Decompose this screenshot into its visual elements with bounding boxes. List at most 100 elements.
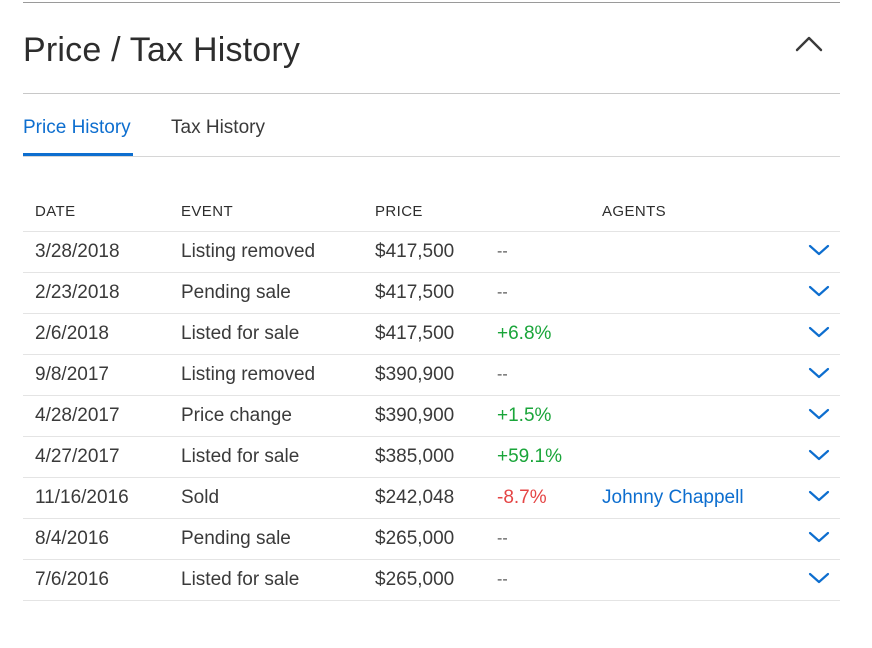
row-expand-button[interactable]	[808, 405, 830, 427]
row-date: 2/23/2018	[23, 272, 169, 314]
row-expand	[790, 477, 840, 519]
row-agents: Johnny Chappell	[590, 477, 790, 519]
header-change	[485, 192, 590, 232]
row-expand	[790, 354, 840, 396]
row-date: 8/4/2016	[23, 518, 169, 560]
table-body: 3/28/2018 Listing removed $417,500 -- 2/23/2…	[23, 231, 840, 601]
chevron-down-icon	[808, 285, 830, 297]
row-price-change: +6.8%	[485, 313, 590, 355]
row-date: 4/28/2017	[23, 395, 169, 437]
row-price: $417,500	[363, 313, 485, 355]
agent-link[interactable]: Johnny Chappell	[602, 487, 744, 508]
table-header-row: DATE EVENT PRICE AGENTS	[23, 192, 840, 232]
chevron-down-icon	[808, 572, 830, 584]
row-agents	[590, 395, 790, 437]
header-date: DATE	[23, 192, 169, 232]
row-expand-button[interactable]	[808, 569, 830, 591]
row-price: $385,000	[363, 436, 485, 478]
active-tab-indicator	[23, 153, 133, 156]
row-event: Pending sale	[169, 518, 363, 560]
row-price: $265,000	[363, 559, 485, 601]
top-divider	[23, 2, 840, 3]
chevron-down-icon	[808, 449, 830, 461]
row-expand	[790, 436, 840, 478]
row-expand-button[interactable]	[808, 528, 830, 550]
table-row[interactable]: 7/6/2016 Listed for sale $265,000 --	[23, 559, 840, 601]
row-price: $390,900	[363, 354, 485, 396]
table-row[interactable]: 11/16/2016 Sold $242,048 -8.7% Johnny Chappe…	[23, 477, 840, 519]
table-row[interactable]: 9/8/2017 Listing removed $390,900 --	[23, 354, 840, 396]
row-expand-button[interactable]	[808, 323, 830, 345]
row-expand-button[interactable]	[808, 364, 830, 386]
row-price: $242,048	[363, 477, 485, 519]
row-date: 2/6/2018	[23, 313, 169, 355]
chevron-down-icon	[808, 531, 830, 543]
row-event: Price change	[169, 395, 363, 437]
row-price: $417,500	[363, 272, 485, 314]
table-row[interactable]: 2/23/2018 Pending sale $417,500 --	[23, 272, 840, 314]
header-agents: AGENTS	[590, 192, 790, 232]
chevron-down-icon	[808, 490, 830, 502]
table-row[interactable]: 3/28/2018 Listing removed $417,500 --	[23, 231, 840, 273]
chevron-down-icon	[808, 326, 830, 338]
history-tabs: Price History Tax History	[23, 110, 840, 157]
table-row[interactable]: 2/6/2018 Listed for sale $417,500 +6.8%	[23, 313, 840, 355]
row-date: 11/16/2016	[23, 477, 169, 519]
chevron-down-icon	[808, 244, 830, 256]
table-row[interactable]: 4/28/2017 Price change $390,900 +1.5%	[23, 395, 840, 437]
row-event: Listed for sale	[169, 559, 363, 601]
tab-price-history[interactable]: Price History	[23, 117, 131, 138]
row-expand	[790, 395, 840, 437]
row-price-change: --	[485, 518, 590, 560]
row-agents	[590, 231, 790, 273]
row-event: Sold	[169, 477, 363, 519]
row-price: $390,900	[363, 395, 485, 437]
title-divider	[23, 93, 840, 94]
row-date: 9/8/2017	[23, 354, 169, 396]
chevron-down-icon	[808, 367, 830, 379]
row-event: Listing removed	[169, 231, 363, 273]
row-agents	[590, 272, 790, 314]
header-price: PRICE	[363, 192, 485, 232]
row-price-change: --	[485, 272, 590, 314]
row-price-change: --	[485, 231, 590, 273]
table-row[interactable]: 8/4/2016 Pending sale $265,000 --	[23, 518, 840, 560]
row-price: $417,500	[363, 231, 485, 273]
row-price: $265,000	[363, 518, 485, 560]
row-price-change: +1.5%	[485, 395, 590, 437]
row-date: 3/28/2018	[23, 231, 169, 273]
tabs-divider	[23, 156, 840, 157]
row-expand	[790, 559, 840, 601]
header-event: EVENT	[169, 192, 363, 232]
row-event: Listed for sale	[169, 313, 363, 355]
row-expand-button[interactable]	[808, 282, 830, 304]
row-agents	[590, 518, 790, 560]
row-event: Listed for sale	[169, 436, 363, 478]
row-agents	[590, 354, 790, 396]
section-title: Price / Tax History	[23, 31, 301, 69]
row-date: 7/6/2016	[23, 559, 169, 601]
row-expand	[790, 518, 840, 560]
row-expand	[790, 313, 840, 355]
row-price-change: --	[485, 354, 590, 396]
row-price-change: +59.1%	[485, 436, 590, 478]
row-expand	[790, 272, 840, 314]
row-price-change: --	[485, 559, 590, 601]
row-agents	[590, 313, 790, 355]
row-expand	[790, 231, 840, 273]
chevron-up-icon	[795, 36, 823, 52]
collapse-section-button[interactable]	[791, 28, 827, 60]
price-history-table: DATE EVENT PRICE AGENTS 3/28/2018 Listing…	[23, 192, 840, 601]
table-row[interactable]: 4/27/2017 Listed for sale $385,000 +59.1%	[23, 436, 840, 478]
row-expand-button[interactable]	[808, 241, 830, 263]
row-date: 4/27/2017	[23, 436, 169, 478]
header-expand	[790, 192, 840, 232]
row-price-change: -8.7%	[485, 477, 590, 519]
row-event: Listing removed	[169, 354, 363, 396]
row-event: Pending sale	[169, 272, 363, 314]
row-agents	[590, 436, 790, 478]
tab-tax-history[interactable]: Tax History	[171, 117, 265, 138]
row-agents	[590, 559, 790, 601]
row-expand-button[interactable]	[808, 487, 830, 509]
row-expand-button[interactable]	[808, 446, 830, 468]
